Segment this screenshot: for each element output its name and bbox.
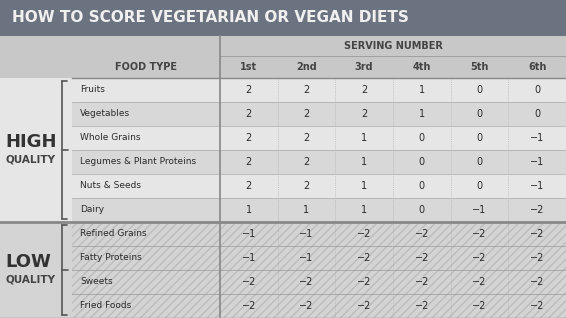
- Bar: [0, 222, 566, 318]
- Text: −2: −2: [357, 253, 371, 263]
- Text: 1: 1: [419, 109, 425, 119]
- Bar: [0, 78, 566, 222]
- Text: 1: 1: [361, 157, 367, 167]
- Text: −2: −2: [415, 229, 429, 239]
- Text: −1: −1: [299, 253, 314, 263]
- Text: 0: 0: [477, 109, 483, 119]
- Text: Sweets: Sweets: [80, 278, 113, 287]
- Text: −1: −1: [242, 253, 256, 263]
- Text: 2: 2: [246, 109, 252, 119]
- Text: HOW TO SCORE VEGETARIAN OR VEGAN DIETS: HOW TO SCORE VEGETARIAN OR VEGAN DIETS: [12, 10, 409, 25]
- Text: 2: 2: [303, 157, 310, 167]
- Text: −2: −2: [472, 253, 487, 263]
- Text: −2: −2: [530, 205, 544, 215]
- Text: −2: −2: [357, 229, 371, 239]
- Text: 2nd: 2nd: [296, 62, 317, 72]
- Text: 2: 2: [361, 85, 367, 95]
- Text: 0: 0: [419, 181, 425, 191]
- Text: −2: −2: [415, 301, 429, 311]
- Text: −2: −2: [472, 277, 487, 287]
- Bar: [72, 150, 566, 174]
- Text: −2: −2: [472, 229, 487, 239]
- Text: −1: −1: [530, 181, 544, 191]
- Text: −2: −2: [415, 277, 429, 287]
- Text: 2: 2: [303, 109, 310, 119]
- Text: −1: −1: [299, 229, 314, 239]
- Text: Nuts & Seeds: Nuts & Seeds: [80, 182, 141, 190]
- Text: LOW: LOW: [5, 253, 51, 271]
- Text: −2: −2: [530, 229, 544, 239]
- Text: −1: −1: [473, 205, 487, 215]
- Text: 2: 2: [303, 133, 310, 143]
- Text: 2: 2: [361, 109, 367, 119]
- Text: −2: −2: [530, 253, 544, 263]
- Text: −2: −2: [530, 277, 544, 287]
- Text: 0: 0: [419, 157, 425, 167]
- Bar: [72, 198, 566, 222]
- Text: 0: 0: [534, 85, 540, 95]
- Text: 2: 2: [246, 157, 252, 167]
- Text: 4th: 4th: [413, 62, 431, 72]
- Text: 3rd: 3rd: [355, 62, 374, 72]
- Text: QUALITY: QUALITY: [5, 154, 55, 164]
- Text: 6th: 6th: [528, 62, 546, 72]
- Text: Fruits: Fruits: [80, 86, 105, 94]
- Text: −2: −2: [242, 277, 256, 287]
- Text: 5th: 5th: [470, 62, 488, 72]
- Text: Dairy: Dairy: [80, 205, 104, 215]
- Text: 0: 0: [534, 109, 540, 119]
- Text: 0: 0: [477, 181, 483, 191]
- Text: −2: −2: [472, 301, 487, 311]
- Text: 2: 2: [246, 85, 252, 95]
- Text: Whole Grains: Whole Grains: [80, 134, 140, 142]
- Text: HIGH: HIGH: [5, 133, 57, 151]
- Text: 0: 0: [419, 205, 425, 215]
- Text: Vegetables: Vegetables: [80, 109, 130, 119]
- Text: −2: −2: [357, 301, 371, 311]
- Text: 2: 2: [246, 133, 252, 143]
- Text: FOOD TYPE: FOOD TYPE: [115, 62, 177, 72]
- Text: 0: 0: [477, 85, 483, 95]
- Bar: [0, 36, 566, 78]
- Text: −2: −2: [299, 277, 314, 287]
- Text: −2: −2: [357, 277, 371, 287]
- Text: 1: 1: [361, 133, 367, 143]
- Text: 1: 1: [419, 85, 425, 95]
- Text: −1: −1: [530, 133, 544, 143]
- Text: SERVING NUMBER: SERVING NUMBER: [344, 41, 443, 51]
- Text: 1: 1: [303, 205, 310, 215]
- Text: Fried Foods: Fried Foods: [80, 301, 131, 310]
- Text: Refined Grains: Refined Grains: [80, 230, 147, 238]
- Bar: [0, 0, 566, 36]
- Text: −2: −2: [242, 301, 256, 311]
- Text: QUALITY: QUALITY: [5, 274, 55, 284]
- Text: 2: 2: [303, 181, 310, 191]
- Text: −1: −1: [530, 157, 544, 167]
- Text: Legumes & Plant Proteins: Legumes & Plant Proteins: [80, 157, 196, 167]
- Text: −1: −1: [242, 229, 256, 239]
- Text: 2: 2: [303, 85, 310, 95]
- Text: 0: 0: [477, 157, 483, 167]
- Bar: [72, 102, 566, 126]
- Text: −2: −2: [415, 253, 429, 263]
- Text: 1: 1: [361, 181, 367, 191]
- Text: 1: 1: [361, 205, 367, 215]
- Text: −2: −2: [299, 301, 314, 311]
- Text: 1st: 1st: [241, 62, 258, 72]
- Text: Fatty Proteins: Fatty Proteins: [80, 253, 142, 262]
- Text: 0: 0: [477, 133, 483, 143]
- Text: 0: 0: [419, 133, 425, 143]
- Text: −2: −2: [530, 301, 544, 311]
- Text: 1: 1: [246, 205, 252, 215]
- Text: 2: 2: [246, 181, 252, 191]
- Bar: [72, 222, 566, 318]
